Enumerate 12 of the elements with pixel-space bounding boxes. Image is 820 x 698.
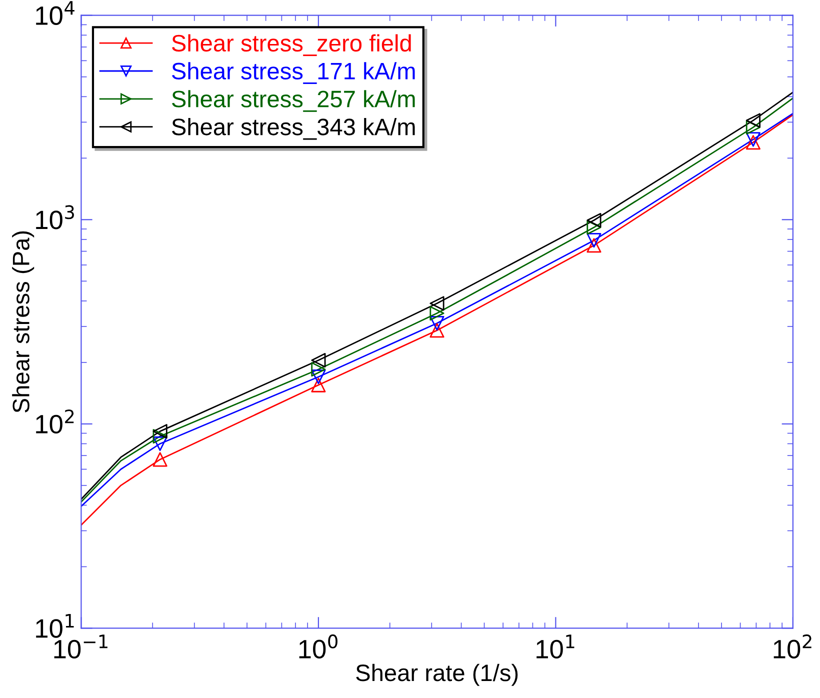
x-tick-label: 10$^{1}$ [536,634,574,659]
y-axis-title: Shear stress (Pa) [12,231,34,413]
legend-label: Shear stress_257 kA/m [172,90,415,112]
y-tick-label: 10$^{2}$ [36,409,74,434]
y-tick-label: 10$^{4}$ [36,1,74,25]
legend-label: Shear stress_171 kA/m [172,62,415,84]
legend-label: Shear stress_343 kA/m [172,118,415,140]
x-tick-label: 10$^{2}$ [774,634,812,658]
legend-label: Shear stress_zero field [172,34,411,56]
x-axis-title: Shear rate (1/s) [356,664,518,686]
y-tick-label: 10$^{3}$ [36,205,74,230]
x-tick-label: 10$^{0}$ [299,634,338,658]
